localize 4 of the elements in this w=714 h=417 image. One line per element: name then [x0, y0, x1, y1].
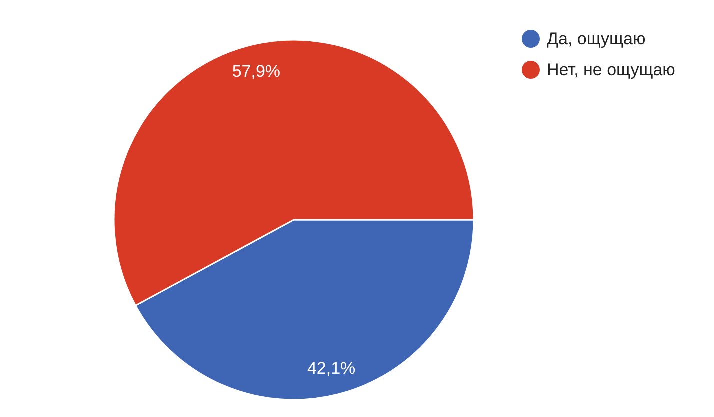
legend-label: Нет, не ощущаю [547, 60, 676, 80]
legend-label: Да, ощущаю [547, 30, 646, 48]
data-label: 57,9% [232, 62, 281, 82]
data-label: 42,1% [307, 358, 356, 378]
